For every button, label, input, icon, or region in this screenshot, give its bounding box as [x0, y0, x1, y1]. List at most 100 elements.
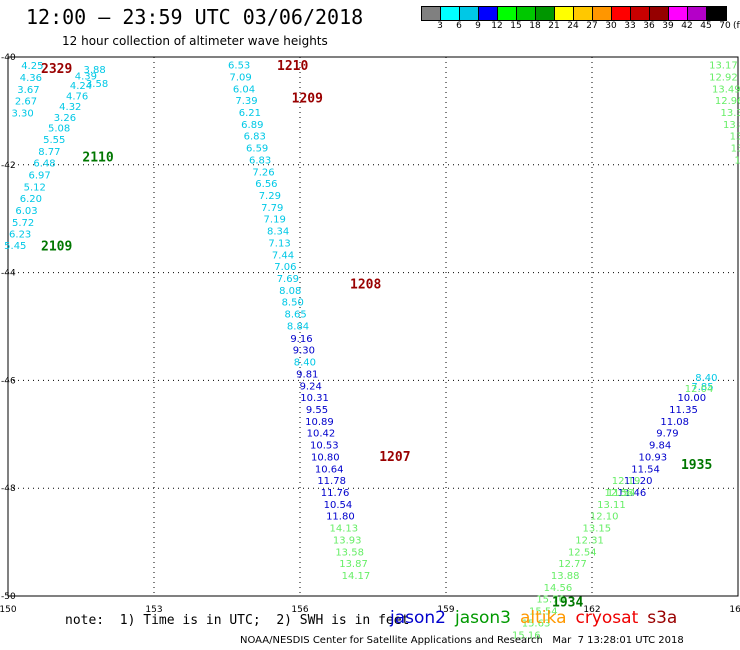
data-point-jason2: 11.80: [326, 512, 355, 523]
data-point-s3a: 3.30: [11, 109, 33, 120]
data-point-jason2: 11.46: [618, 488, 647, 499]
data-point-jason2: 10.93: [639, 452, 668, 463]
color-scale-label: 21: [548, 21, 560, 31]
color-scale-label: 12: [491, 21, 503, 31]
y-tick-label: -42: [1, 161, 16, 171]
data-point-s3a: 4.24: [70, 81, 92, 92]
legend-cryosat: cryosat: [575, 608, 639, 628]
data-point-s3a: 6.23: [9, 229, 31, 240]
data-point-s3a: 7.19: [264, 215, 286, 226]
data-point-jason2: 9.16: [290, 334, 312, 345]
data-point-s3a: 8.84: [287, 321, 309, 332]
color-swatch: [441, 7, 460, 20]
pass-time-label: 1935: [681, 458, 712, 473]
data-point-jason2: 9.79: [656, 429, 678, 440]
data-point-s3a: 8.50: [282, 298, 304, 309]
data-point-jason3: 13.3: [721, 108, 740, 119]
x-tick-label: 159: [437, 605, 454, 615]
color-swatch: [707, 7, 726, 20]
page-subtitle: 12 hour collection of altimeter wave hei…: [62, 34, 328, 48]
y-tick-label: -46: [1, 376, 16, 386]
data-point-s3a: 7.79: [261, 203, 283, 214]
data-point-jason3: 13.87: [339, 559, 368, 570]
color-swatch: [536, 7, 555, 20]
data-point-s3a: 3.88: [83, 65, 105, 76]
data-point-jason2: 10.64: [315, 464, 344, 475]
data-point-jason3: 13.58: [335, 547, 364, 558]
data-point-jason3: 15.16: [512, 630, 541, 641]
data-point-s3a: 6.56: [255, 179, 277, 190]
data-point-s3a: 8.08: [279, 286, 301, 297]
data-point-jason2: 10.80: [311, 452, 340, 463]
data-point-jason3: 14.56: [544, 583, 573, 594]
data-point-jason3: 11.54: [607, 488, 636, 499]
data-point-s3a: 5.45: [4, 241, 26, 252]
data-point-jason3: 12.04: [685, 384, 714, 395]
data-point-jason3: 13.15: [583, 524, 612, 535]
data-point-jason3: 15.63: [522, 618, 551, 629]
data-point-jason3: 13.88: [551, 571, 580, 582]
data-point-jason3: 14.13: [329, 524, 358, 535]
data-point-jason3: 13: [731, 144, 740, 155]
color-swatch: [555, 7, 574, 20]
data-point-s3a: 8.40: [294, 358, 316, 369]
data-point-jason2: 9.81: [296, 369, 318, 380]
data-point-jason3: 12.77: [558, 559, 587, 570]
data-point-jason2: 9.84: [649, 441, 671, 452]
color-swatch: [631, 7, 650, 20]
data-point-s3a: 3.67: [17, 85, 39, 96]
data-point-s3a: 8.34: [267, 227, 289, 238]
data-point-s3a: 6.48: [33, 159, 55, 170]
x-tick-label: 150: [0, 605, 17, 615]
data-point-jason3: 13.17: [709, 61, 738, 72]
data-point-s3a: 5.72: [12, 218, 34, 229]
color-scale-label: 18: [529, 21, 541, 31]
data-point-jason3: 13: [730, 132, 740, 143]
data-point-s3a: 6.83: [249, 155, 271, 166]
data-point-jason2: 10.31: [300, 393, 329, 404]
color-swatch: [422, 7, 441, 20]
data-point-jason2: 10.53: [310, 441, 339, 452]
pass-time-label: 1934: [552, 595, 583, 610]
color-swatch: [688, 7, 707, 20]
color-scale-label: 33: [624, 21, 636, 31]
data-point-s3a: 4.25: [21, 61, 43, 72]
data-point-jason3: 15.54: [529, 607, 558, 618]
color-scale-label: 70: [719, 21, 731, 31]
data-point-s3a: 7.44: [272, 250, 294, 261]
data-point-s3a: 6.20: [20, 194, 42, 205]
x-tick-label: 156: [291, 605, 308, 615]
pass-time-label: 1207: [379, 450, 410, 465]
data-point-s3a: 7.29: [259, 191, 281, 202]
data-point-s3a: 5.55: [43, 135, 65, 146]
color-swatch: [460, 7, 479, 20]
data-point-jason2: 11.20: [624, 476, 653, 487]
data-point-s3a: 6.03: [15, 206, 37, 217]
data-point-jason3: 13.93: [333, 535, 362, 546]
x-tick-label: 165: [729, 605, 740, 615]
data-point-jason2: 9.24: [300, 381, 322, 392]
color-scale-label: 24: [567, 21, 579, 31]
color-scale-label: 15: [510, 21, 522, 31]
color-scale-label: 3: [437, 21, 443, 31]
color-scale-unit: (ft): [733, 21, 740, 31]
data-point-jason2: 11.35: [669, 405, 698, 416]
pass-time-label: 1209: [292, 91, 323, 106]
data-point-s3a: 7.39: [235, 96, 257, 107]
data-point-s3a: 7.13: [268, 238, 290, 249]
data-point-jason3: 12.56: [604, 488, 633, 499]
pass-time-label: 2110: [82, 151, 113, 166]
data-point-s3a: 6.83: [244, 132, 266, 143]
data-point-jason2: 10.00: [677, 393, 706, 404]
data-point-jason3: 12.31: [575, 535, 604, 546]
x-tick-label: 162: [583, 605, 600, 615]
color-swatch: [498, 7, 517, 20]
color-scale-label: 45: [700, 21, 712, 31]
data-point-jason2: 11.08: [660, 417, 689, 428]
data-point-s3a: 4.32: [59, 102, 81, 113]
data-point-s3a: 7.09: [229, 72, 251, 83]
color-swatch: [593, 7, 612, 20]
legend-altika: altika: [520, 608, 567, 628]
data-point-jason2: 9.55: [306, 405, 328, 416]
